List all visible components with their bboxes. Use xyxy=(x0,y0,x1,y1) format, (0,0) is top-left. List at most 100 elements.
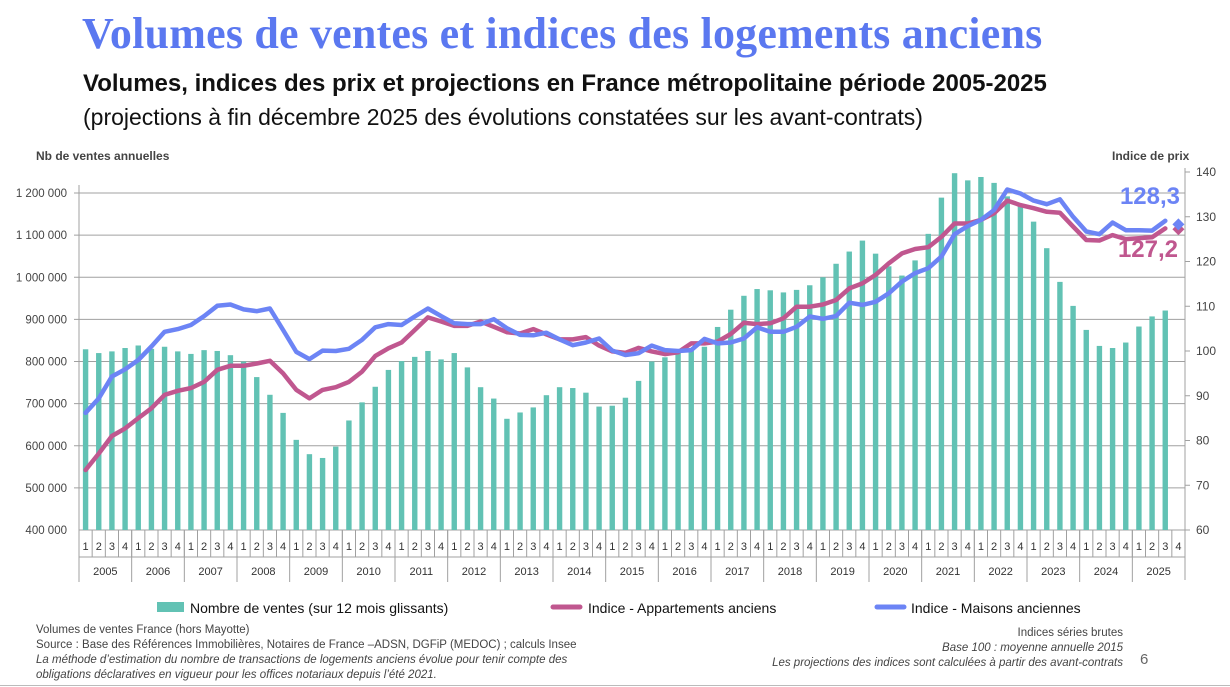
quarter-label: 3 xyxy=(109,541,115,553)
sales-bar xyxy=(767,290,773,530)
quarter-label: 3 xyxy=(1110,541,1116,553)
quarter-label: 3 xyxy=(688,541,694,553)
quarter-label: 4 xyxy=(1175,541,1181,553)
sales-bar xyxy=(965,180,971,531)
sales-bar xyxy=(201,350,207,530)
y2-tick-label: 110 xyxy=(1196,299,1215,313)
note-base: Base 100 : moyenne annuelle 2015 xyxy=(942,642,1123,654)
year-label: 2017 xyxy=(725,566,749,578)
sales-bar xyxy=(82,349,89,530)
sales-bar xyxy=(240,361,247,530)
sales-bar xyxy=(477,387,484,530)
year-label: 2009 xyxy=(304,566,328,578)
sales-bar xyxy=(214,350,220,530)
year-label: 2020 xyxy=(883,566,907,578)
year-label: 2012 xyxy=(462,566,486,578)
quarter-label: 2 xyxy=(201,541,207,553)
quarter-label: 4 xyxy=(1123,541,1129,553)
y-axis-title: Nb de ventes annuelles xyxy=(36,149,170,163)
sales-bar xyxy=(359,402,365,530)
quarter-label: 2 xyxy=(96,541,102,553)
sales-bar xyxy=(978,176,984,530)
sales-bar xyxy=(267,394,273,530)
year-label: 2007 xyxy=(198,566,222,578)
sales-bar xyxy=(491,398,497,530)
sales-bar xyxy=(807,285,813,530)
quarter-label: 3 xyxy=(530,541,536,553)
quarter-label: 4 xyxy=(227,541,233,553)
sales-bar xyxy=(1109,348,1116,530)
sales-bar xyxy=(609,405,615,530)
sales-bar xyxy=(714,326,721,530)
apartments-projection-label: 127,2 xyxy=(1118,236,1178,263)
sales-bar xyxy=(925,233,931,530)
sales-bar xyxy=(728,309,734,530)
quarter-label: 4 xyxy=(385,541,391,553)
sales-bar xyxy=(1149,316,1155,530)
sales-bar xyxy=(254,377,260,530)
quarter-label: 4 xyxy=(754,541,760,553)
sales-bar xyxy=(570,388,576,530)
houses-projection-label: 128,3 xyxy=(1120,183,1180,210)
quarter-label: 2 xyxy=(359,541,365,553)
y-tick-label: 400 000 xyxy=(25,525,67,537)
quarter-label: 4 xyxy=(280,541,286,553)
sales-bar xyxy=(1162,310,1168,530)
quarter-label: 4 xyxy=(596,541,602,553)
sales-bar xyxy=(333,446,339,530)
quarter-label: 2 xyxy=(622,541,628,553)
sales-bar xyxy=(1070,305,1076,530)
quarter-label: 2 xyxy=(464,541,470,553)
quarter-label: 4 xyxy=(543,541,549,553)
sales-bar xyxy=(464,367,471,530)
year-label: 2023 xyxy=(1041,566,1065,578)
source-notes: Volumes de ventes France (hors Mayotte) … xyxy=(36,623,576,683)
note-raw-series: Indices séries brutes xyxy=(1017,627,1123,639)
sales-bar xyxy=(675,353,681,530)
footer-divider xyxy=(0,685,1230,686)
quarter-label: 3 xyxy=(899,541,905,553)
y-tick-label: 900 000 xyxy=(25,314,67,326)
sales-bar xyxy=(820,277,826,530)
note-scope: Volumes de ventes France (hors Mayotte) xyxy=(36,624,250,636)
sales-bar xyxy=(293,439,299,530)
sales-bar xyxy=(622,397,629,530)
chart-subtitle: Volumes, indices des prix et projections… xyxy=(83,70,1047,97)
sales-bar xyxy=(1123,342,1129,530)
quarter-label: 1 xyxy=(451,541,457,553)
quarter-label: 2 xyxy=(148,541,154,553)
sales-bar xyxy=(951,173,958,531)
quarter-label: 2 xyxy=(991,541,997,553)
sales-bar xyxy=(1030,221,1037,530)
year-label: 2013 xyxy=(514,566,538,578)
quarter-label: 3 xyxy=(478,541,484,553)
sales-bar xyxy=(1017,206,1024,531)
quarter-label: 1 xyxy=(767,541,773,553)
quarter-label: 2 xyxy=(780,541,786,553)
sales-bar xyxy=(122,348,128,530)
sales-bar xyxy=(385,369,392,530)
quarter-label: 3 xyxy=(583,541,589,553)
sales-bar xyxy=(1083,329,1089,530)
quarter-label: 3 xyxy=(1004,541,1010,553)
sales-bar xyxy=(517,412,523,530)
sales-bar xyxy=(649,361,655,530)
quarter-label: 3 xyxy=(425,541,431,553)
quarter-label: 1 xyxy=(1136,541,1142,553)
sales-bar xyxy=(175,351,181,530)
year-label: 2005 xyxy=(93,566,117,578)
sales-bar xyxy=(886,266,892,530)
sales-bar xyxy=(504,418,510,530)
quarter-label: 2 xyxy=(833,541,839,553)
year-label: 2021 xyxy=(936,566,960,578)
houses-index-line xyxy=(83,187,1168,416)
sales-bar xyxy=(938,197,945,531)
year-label: 2015 xyxy=(620,566,644,578)
legend-label-apartments: Indice - Appartements anciens xyxy=(588,600,776,616)
sales-bar xyxy=(912,260,918,530)
quarter-label: 2 xyxy=(1044,541,1050,553)
quarter-label: 4 xyxy=(1070,541,1076,553)
quarter-label: 1 xyxy=(820,541,826,553)
y2-tick-label: 80 xyxy=(1196,434,1210,448)
quarter-label: 4 xyxy=(649,541,655,553)
